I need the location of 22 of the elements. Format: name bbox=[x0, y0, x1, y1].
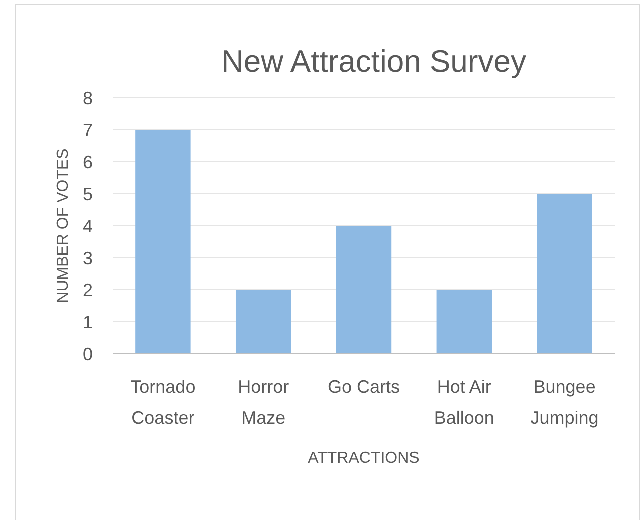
chart-title: New Attraction Survey bbox=[222, 44, 527, 79]
x-tick-label: Horror Maze bbox=[238, 377, 290, 428]
x-tick-label: Bungee Jumping bbox=[530, 377, 599, 428]
y-tick-label: 6 bbox=[82, 152, 93, 172]
y-tick-label: 1 bbox=[82, 312, 93, 332]
y-tick-label: 4 bbox=[82, 216, 93, 236]
x-tick-label: Go Carts bbox=[328, 377, 400, 397]
bar bbox=[136, 130, 191, 354]
x-tick-label: Hot Air Balloon bbox=[434, 377, 494, 428]
y-tick-label: 2 bbox=[82, 280, 93, 300]
x-tick-label: Tornado Coaster bbox=[130, 377, 196, 428]
y-axis-title: NUMBER OF VOTES bbox=[55, 148, 72, 304]
bar bbox=[336, 226, 392, 354]
y-tick-label: 0 bbox=[82, 344, 93, 364]
x-axis-title: ATTRACTIONS bbox=[308, 450, 420, 467]
y-tick-label: 3 bbox=[82, 248, 93, 268]
bar bbox=[537, 194, 592, 354]
y-tick-label: 5 bbox=[82, 184, 93, 204]
y-tick-label: 7 bbox=[82, 120, 93, 140]
bar bbox=[436, 290, 492, 354]
y-tick-label: 8 bbox=[82, 88, 93, 108]
bar bbox=[236, 290, 292, 354]
